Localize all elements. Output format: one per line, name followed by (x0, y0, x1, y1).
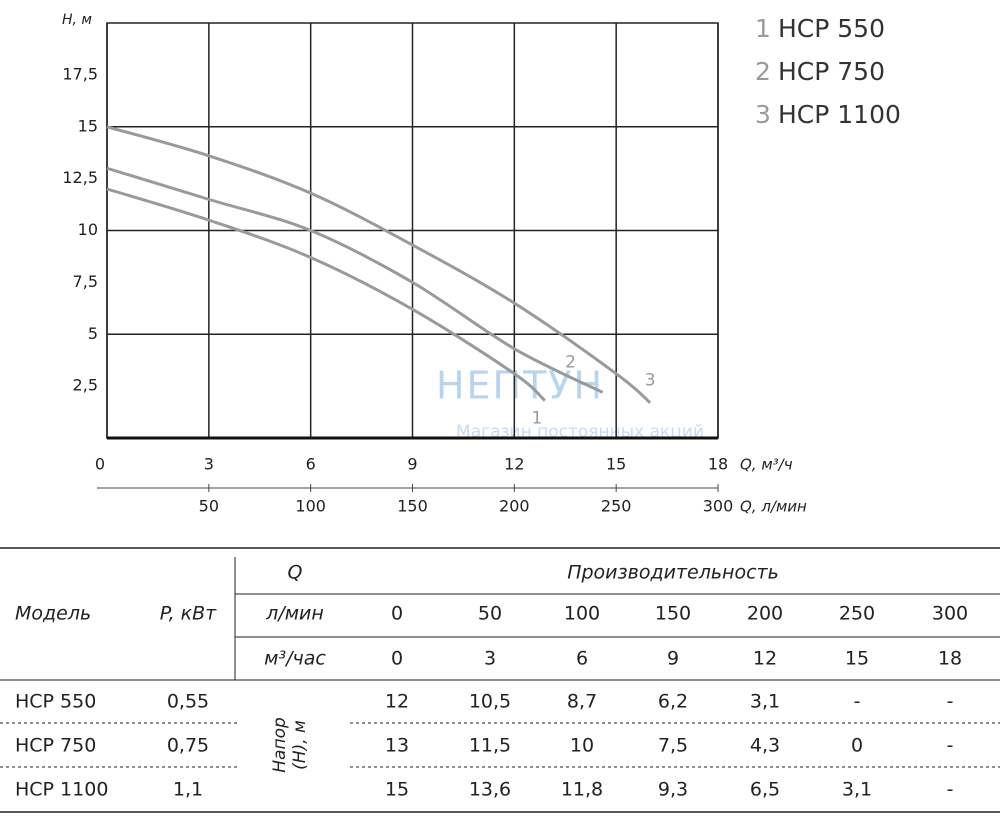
x2-tick-label: 200 (499, 497, 530, 516)
unit-value: 0 (391, 603, 403, 625)
unit-value: 250 (839, 603, 875, 625)
series-label: 3 (645, 371, 656, 391)
head-value: 6,2 (658, 691, 688, 713)
head-label-line: Напор (270, 717, 290, 773)
model: HCP 550 (15, 691, 96, 713)
power: 1,1 (173, 779, 203, 801)
head-value: 13 (385, 735, 409, 757)
head-label-line: (H), м (290, 720, 310, 770)
legend-number: 3 (755, 100, 771, 129)
header: Q (288, 562, 303, 584)
unit-value: 50 (478, 603, 502, 625)
head-value: 4,3 (750, 735, 780, 757)
header: Модель (15, 603, 91, 625)
x-tick-label: 0 (95, 455, 105, 474)
watermark-title: НЕПТУН (436, 364, 604, 408)
legend-label: HCP 1100 (778, 100, 901, 129)
header: P, кВт (160, 603, 217, 625)
x-tick-label: 15 (606, 455, 626, 474)
x2-tick-label: 100 (295, 497, 326, 516)
legend-number: 2 (755, 57, 771, 86)
legend-number: 1 (755, 14, 771, 43)
head-value: 13,6 (469, 779, 511, 801)
unit-value: 0 (391, 648, 403, 670)
head-value: - (854, 691, 861, 713)
model: HCP 1100 (15, 779, 108, 801)
unit-label: л/мин (265, 603, 324, 625)
head-value: 9,3 (658, 779, 688, 801)
unit-value: 12 (753, 648, 777, 670)
head-value: 0 (851, 735, 863, 757)
x-tick-label: 12 (504, 455, 524, 474)
head-value: 12 (385, 691, 409, 713)
series-line (106, 187, 546, 402)
x2-axis-title: Q, л/мин (740, 498, 807, 516)
series-label: 1 (531, 409, 542, 429)
x2-tick-label: 300 (703, 497, 734, 516)
unit-value: 6 (576, 648, 588, 670)
series-line (106, 166, 604, 394)
series-label: 2 (565, 352, 576, 372)
y-tick-label: 15 (78, 116, 98, 135)
head-value: 10,5 (469, 691, 511, 713)
head-value: - (947, 779, 954, 801)
unit-label: м³/час (264, 648, 326, 670)
y-tick-label: 7,5 (73, 272, 98, 291)
unit-value: 200 (747, 603, 783, 625)
y-tick-label: 5 (88, 324, 98, 343)
unit-value: 15 (845, 648, 869, 670)
head-value: 3,1 (750, 691, 780, 713)
head-value: 7,5 (658, 735, 688, 757)
head-value: - (947, 735, 954, 757)
y-tick-label: 12,5 (62, 168, 98, 187)
legend-label: HCP 550 (778, 14, 885, 43)
x-tick-label: 6 (306, 455, 316, 474)
power: 0,75 (167, 735, 209, 757)
y-axis-title: H, м (62, 12, 92, 28)
unit-value: 9 (667, 648, 679, 670)
header: Производительность (567, 562, 779, 584)
y-tick-label: 17,5 (62, 64, 98, 83)
head-value: 11,8 (561, 779, 603, 801)
series-line (106, 125, 652, 404)
x-tick-label: 9 (407, 455, 417, 474)
y-tick-label: 2,5 (73, 376, 98, 395)
head-value: 3,1 (842, 779, 872, 801)
power: 0,55 (167, 691, 209, 713)
x-tick-label: 3 (204, 455, 214, 474)
head-value: 6,5 (750, 779, 780, 801)
head-label: Напор(H), м (270, 717, 310, 773)
head-value: 8,7 (567, 691, 597, 713)
legend-label: HCP 750 (778, 57, 885, 86)
x2-tick-label: 50 (199, 497, 219, 516)
head-value: 11,5 (469, 735, 511, 757)
table: Модель P, кВт Q Производительность л/мин… (0, 547, 1000, 813)
x2-tick-label: 150 (397, 497, 428, 516)
model: HCP 750 (15, 735, 96, 757)
unit-value: 300 (932, 603, 968, 625)
y-tick-label: 10 (78, 220, 98, 239)
head-value: 10 (570, 735, 594, 757)
head-value: 15 (385, 779, 409, 801)
x-axis-title: Q, м³/ч (740, 456, 793, 474)
x-tick-label: 18 (708, 455, 728, 474)
unit-value: 100 (564, 603, 600, 625)
unit-value: 150 (655, 603, 691, 625)
unit-value: 3 (484, 648, 496, 670)
head-value: - (947, 691, 954, 713)
x2-tick-label: 250 (601, 497, 632, 516)
unit-value: 18 (938, 648, 962, 670)
